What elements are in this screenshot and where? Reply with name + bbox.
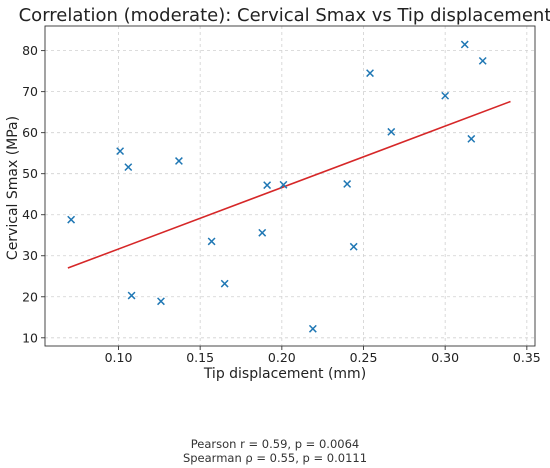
y-tick-label: 10	[22, 330, 38, 345]
data-point	[343, 180, 352, 188]
data-point	[220, 279, 229, 288]
data-point	[366, 69, 374, 78]
data-point	[207, 237, 216, 246]
x-axis-label: Tip displacement (mm)	[203, 366, 366, 382]
y-tick-label: 80	[22, 43, 38, 58]
data-point	[157, 297, 165, 306]
data-point	[258, 228, 267, 237]
data-point	[124, 163, 133, 172]
y-axis-label: Cervical Smax (MPa)	[5, 116, 21, 260]
data-point	[116, 147, 125, 156]
chart-title: Correlation (moderate): Cervical Smax vs…	[19, 5, 550, 26]
fit-line	[67, 100, 511, 269]
x-tick-label: 0.25	[350, 350, 378, 365]
data-point	[127, 291, 136, 300]
data-point	[67, 215, 76, 224]
x-tick-label: 0.35	[513, 350, 541, 365]
grid-group	[45, 26, 535, 346]
data-point	[387, 127, 396, 136]
data-point	[441, 91, 450, 100]
data-point	[308, 324, 317, 333]
x-tick-label: 0.15	[186, 350, 214, 365]
y-tick-label: 20	[22, 289, 38, 304]
x-tick-label: 0.10	[105, 350, 133, 365]
x-tick-label: 0.20	[268, 350, 296, 365]
pearson-stat: Pearson r = 0.59, p = 0.0064	[190, 437, 360, 451]
data-point	[279, 180, 288, 189]
axes-frame	[44, 25, 536, 347]
data-point	[349, 242, 358, 251]
x-tick-label: 0.30	[431, 350, 459, 365]
y-tick-label: 50	[22, 166, 38, 181]
data-point	[460, 40, 469, 49]
y-tick-label: 40	[22, 207, 38, 222]
y-tick-label: 30	[22, 248, 38, 263]
plot-area: 0.10 0.15 0.20 0.25 0.30 0.35 10 20 30 40 50 60 70 80	[22, 25, 541, 365]
y-tick-label: 70	[22, 84, 38, 99]
spearman-stat: Spearman ρ = 0.55, p = 0.0111	[182, 451, 368, 465]
data-point	[478, 56, 487, 65]
y-tick-label: 60	[22, 125, 38, 140]
data-point	[263, 181, 272, 190]
data-point	[467, 134, 476, 143]
data-point	[175, 157, 183, 165]
